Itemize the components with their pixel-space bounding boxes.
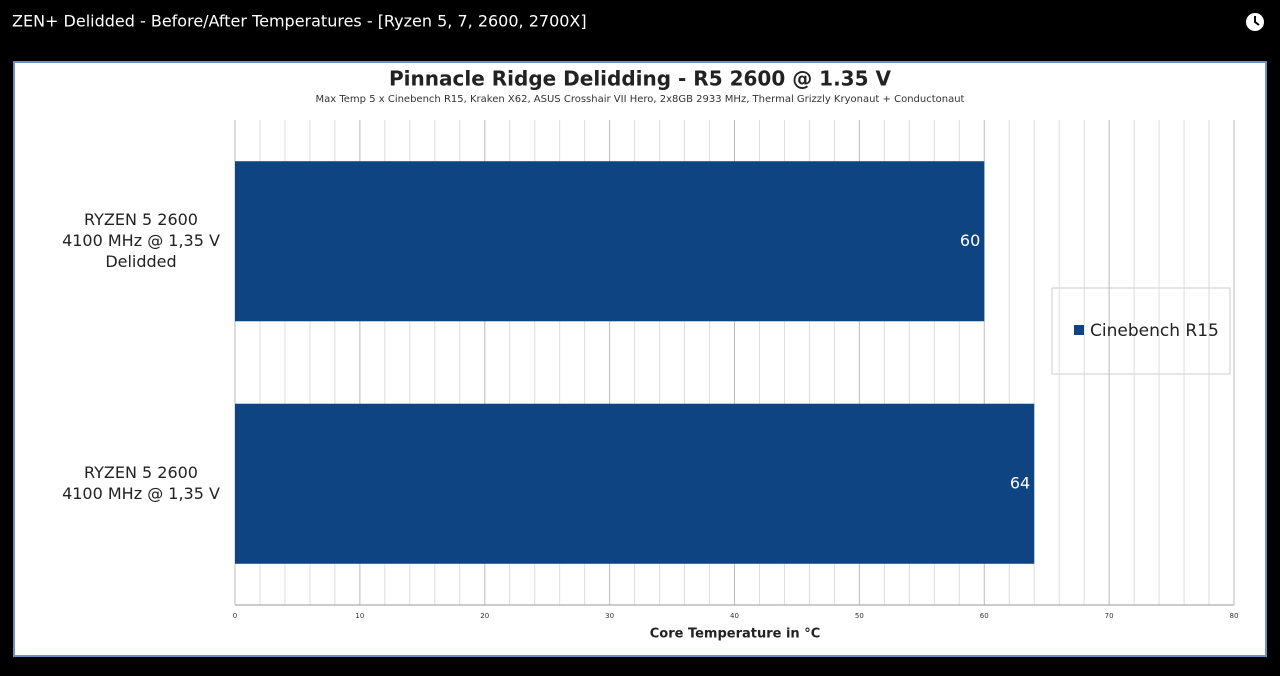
x-axis-label: Core Temperature in °C bbox=[650, 627, 821, 642]
x-tick-label: 20 bbox=[480, 612, 489, 620]
y-tick-label: RYZEN 5 2600 bbox=[84, 210, 198, 229]
legend-swatch bbox=[1074, 325, 1084, 335]
bar bbox=[235, 161, 985, 322]
x-tick-label: 10 bbox=[355, 612, 364, 620]
x-tick-label: 50 bbox=[855, 612, 864, 620]
legend-label: Cinebench R15 bbox=[1090, 321, 1219, 341]
video-title: ZEN+ Delidded - Before/After Temperature… bbox=[12, 12, 587, 31]
chart-title: Pinnacle Ridge Delidding - R5 2600 @ 1.3… bbox=[389, 67, 891, 91]
chart-subtitle: Max Temp 5 x Cinebench R15, Kraken X62, … bbox=[316, 94, 965, 105]
value-label: 60 bbox=[960, 231, 980, 250]
value-label: 64 bbox=[1010, 473, 1030, 492]
y-tick-label: 4100 MHz @ 1,35 V bbox=[62, 231, 220, 250]
y-tick-label: 4100 MHz @ 1,35 V bbox=[62, 484, 220, 503]
bar bbox=[235, 403, 1035, 564]
x-tick-label: 80 bbox=[1230, 612, 1239, 620]
x-tick-label: 30 bbox=[605, 612, 614, 620]
x-tick-label: 40 bbox=[730, 612, 739, 620]
x-tick-label: 70 bbox=[1105, 612, 1114, 620]
x-tick-label: 0 bbox=[233, 612, 237, 620]
clock-icon[interactable] bbox=[1246, 13, 1264, 31]
y-tick-label: Delidded bbox=[105, 252, 176, 271]
x-tick-label: 60 bbox=[980, 612, 989, 620]
y-tick-label: RYZEN 5 2600 bbox=[84, 463, 198, 482]
